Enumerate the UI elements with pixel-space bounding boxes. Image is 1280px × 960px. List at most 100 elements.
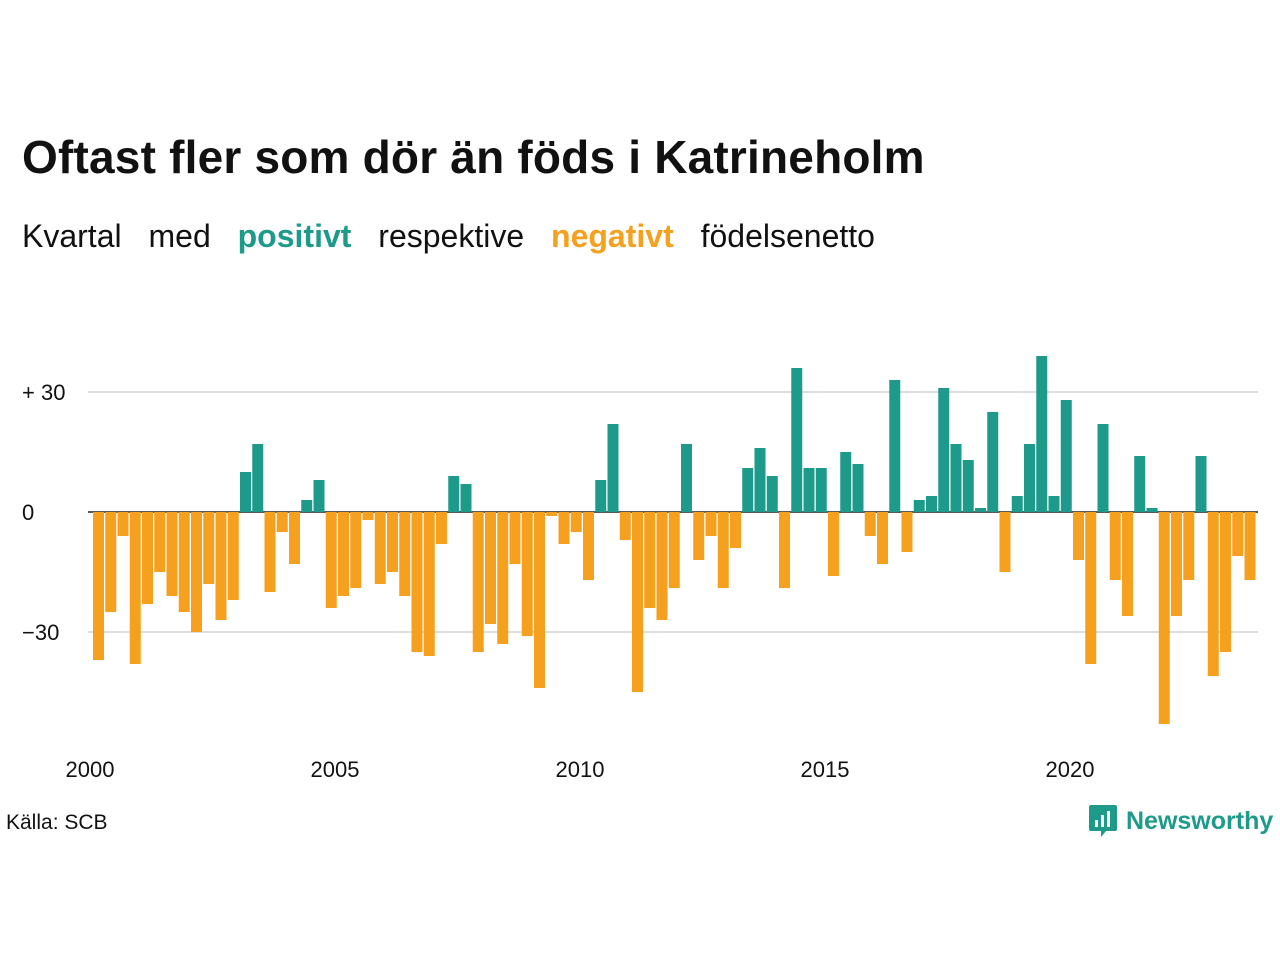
newsworthy-brand: Newsworthy xyxy=(1088,803,1273,839)
bar xyxy=(472,512,484,652)
bar xyxy=(619,512,631,540)
bar xyxy=(240,472,251,512)
bar xyxy=(644,512,656,608)
bar xyxy=(1207,512,1219,676)
bar xyxy=(117,512,129,536)
bar xyxy=(1171,512,1182,616)
x-tick-label: 2010 xyxy=(556,757,605,782)
bar xyxy=(1146,508,1158,512)
bar xyxy=(840,452,852,512)
bar xyxy=(1011,496,1023,512)
bar xyxy=(1109,512,1121,580)
bar xyxy=(693,512,705,560)
bar xyxy=(276,512,288,532)
bar xyxy=(632,512,643,692)
bar xyxy=(681,444,692,512)
bar xyxy=(705,512,717,536)
bar xyxy=(1036,356,1048,512)
bar xyxy=(1097,424,1109,512)
bar xyxy=(313,480,325,512)
newsworthy-logo-icon xyxy=(1089,805,1117,837)
bar xyxy=(938,388,950,512)
bar xyxy=(509,512,521,564)
y-tick-label: 0 xyxy=(22,500,34,525)
subtitle-negative-label: negativt xyxy=(551,218,674,254)
bar xyxy=(656,512,668,620)
bar xyxy=(999,512,1011,572)
bar xyxy=(142,512,153,604)
bar xyxy=(350,512,362,588)
bar xyxy=(93,512,104,660)
chart-subtitle: Kvartal med positivt respektive negativt… xyxy=(22,218,893,255)
x-tick-label: 2000 xyxy=(66,757,115,782)
x-tick-label: 2005 xyxy=(311,757,360,782)
bar xyxy=(583,512,594,580)
bar xyxy=(570,512,582,532)
bar xyxy=(607,424,619,512)
bar xyxy=(534,512,545,688)
bar xyxy=(1183,512,1195,580)
bar xyxy=(779,512,790,588)
subtitle-word-respectively: respektive xyxy=(378,218,525,254)
bar xyxy=(460,484,472,512)
bar xyxy=(1060,400,1072,512)
bar xyxy=(301,500,313,512)
bar xyxy=(852,464,864,512)
bar xyxy=(962,460,974,512)
bar xyxy=(485,512,496,624)
chart-title: Oftast fler som dör än föds i Katrinehol… xyxy=(22,131,925,183)
source-note: Källa: SCB xyxy=(6,811,108,834)
bar xyxy=(558,512,570,544)
subtitle-word-quarter: Kvartal xyxy=(22,218,122,254)
bar xyxy=(828,512,839,576)
y-tick-label: −30 xyxy=(22,620,59,645)
y-tick-label: + 30 xyxy=(22,380,65,405)
subtitle-positive-label: positivt xyxy=(237,218,352,254)
bar xyxy=(595,480,607,512)
bar xyxy=(864,512,876,536)
bar xyxy=(791,368,803,512)
bar xyxy=(448,476,460,512)
bar xyxy=(668,512,680,588)
bar xyxy=(1122,512,1133,616)
bar xyxy=(521,512,533,636)
bar xyxy=(374,512,386,584)
bar xyxy=(325,512,337,608)
bar xyxy=(497,512,509,644)
bar xyxy=(803,468,815,512)
bar xyxy=(1244,512,1256,580)
bar xyxy=(1232,512,1244,556)
bar xyxy=(926,496,937,512)
bar xyxy=(227,512,239,600)
x-tick-label: 2020 xyxy=(1046,757,1095,782)
bar xyxy=(252,444,264,512)
bar xyxy=(717,512,729,588)
bar xyxy=(154,512,166,572)
bar xyxy=(901,512,913,552)
bar xyxy=(264,512,276,592)
bar xyxy=(742,468,754,512)
bar xyxy=(987,412,999,512)
bar xyxy=(129,512,141,664)
bar xyxy=(1158,512,1170,724)
bar xyxy=(950,444,962,512)
bar xyxy=(1048,496,1060,512)
bar xyxy=(877,512,888,564)
bar xyxy=(399,512,411,596)
bar xyxy=(975,508,986,512)
bar xyxy=(546,512,558,516)
bar xyxy=(815,468,827,512)
bar xyxy=(1195,456,1207,512)
bar xyxy=(289,512,300,564)
bar xyxy=(913,500,925,512)
bar xyxy=(1085,512,1097,664)
bar xyxy=(338,512,349,596)
bar xyxy=(1220,512,1231,652)
bar xyxy=(423,512,435,656)
bar xyxy=(1024,444,1035,512)
bar xyxy=(166,512,178,596)
bar xyxy=(203,512,215,584)
brand-name: Newsworthy xyxy=(1126,806,1274,835)
bar xyxy=(178,512,190,612)
